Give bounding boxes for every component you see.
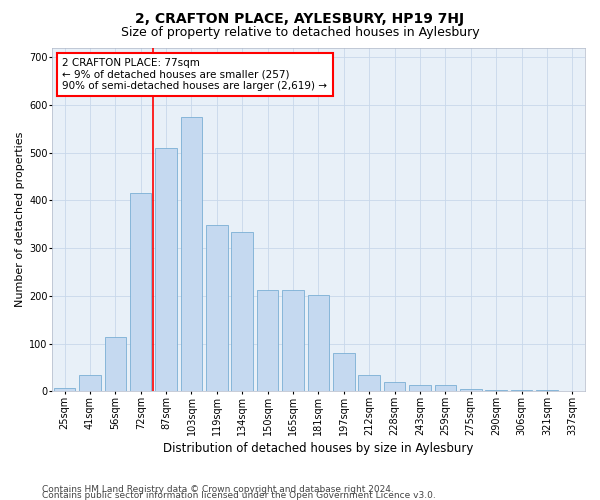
Bar bbox=[409, 385, 431, 392]
Bar bbox=[384, 382, 406, 392]
Bar bbox=[79, 374, 101, 392]
Bar bbox=[511, 390, 532, 392]
Bar bbox=[460, 389, 482, 392]
Bar bbox=[536, 390, 558, 392]
Bar bbox=[257, 290, 278, 392]
Bar bbox=[282, 290, 304, 392]
Text: 2, CRAFTON PLACE, AYLESBURY, HP19 7HJ: 2, CRAFTON PLACE, AYLESBURY, HP19 7HJ bbox=[136, 12, 464, 26]
Bar bbox=[434, 385, 456, 392]
Bar bbox=[308, 295, 329, 392]
Text: Contains public sector information licensed under the Open Government Licence v3: Contains public sector information licen… bbox=[42, 490, 436, 500]
Bar bbox=[232, 232, 253, 392]
Y-axis label: Number of detached properties: Number of detached properties bbox=[15, 132, 25, 307]
X-axis label: Distribution of detached houses by size in Aylesbury: Distribution of detached houses by size … bbox=[163, 442, 473, 455]
Bar bbox=[130, 193, 151, 392]
Bar bbox=[358, 374, 380, 392]
Bar bbox=[333, 353, 355, 392]
Bar bbox=[206, 225, 227, 392]
Bar bbox=[155, 148, 177, 392]
Bar bbox=[485, 390, 507, 392]
Text: Contains HM Land Registry data © Crown copyright and database right 2024.: Contains HM Land Registry data © Crown c… bbox=[42, 484, 394, 494]
Text: Size of property relative to detached houses in Aylesbury: Size of property relative to detached ho… bbox=[121, 26, 479, 39]
Bar bbox=[104, 338, 126, 392]
Bar bbox=[54, 388, 76, 392]
Text: 2 CRAFTON PLACE: 77sqm
← 9% of detached houses are smaller (257)
90% of semi-det: 2 CRAFTON PLACE: 77sqm ← 9% of detached … bbox=[62, 58, 328, 91]
Bar bbox=[181, 117, 202, 392]
